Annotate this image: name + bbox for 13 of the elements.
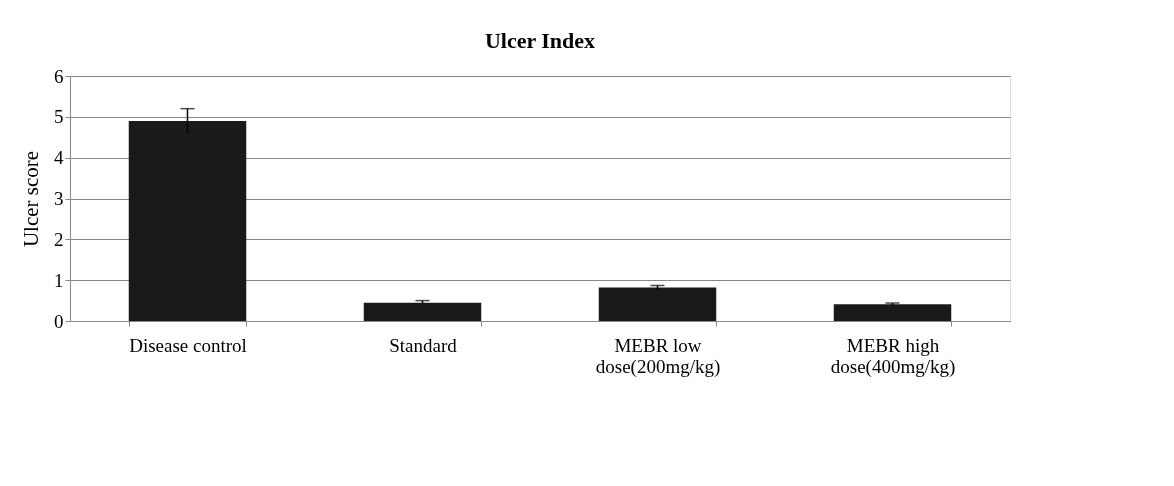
x-tick-label: Standard bbox=[389, 334, 458, 356]
x-tick-label: MEBR high dose(400mg/kg) bbox=[830, 334, 956, 378]
x-tick-label: MEBR low dose(200mg/kg) bbox=[595, 334, 721, 378]
y-tick-label: 0 bbox=[54, 310, 64, 332]
x-tick-label: Disease control bbox=[129, 334, 247, 356]
chart-title: Ulcer Index bbox=[484, 28, 596, 53]
y-tick-label: 1 bbox=[54, 269, 64, 291]
y-tick-label: 4 bbox=[54, 147, 64, 169]
y-axis-title: Ulcer score bbox=[19, 150, 43, 248]
y-tick-label: 2 bbox=[54, 228, 64, 250]
y-tick-label: 5 bbox=[54, 106, 64, 128]
y-tick-label: 6 bbox=[54, 65, 64, 87]
y-tick-label: 3 bbox=[54, 188, 64, 209]
